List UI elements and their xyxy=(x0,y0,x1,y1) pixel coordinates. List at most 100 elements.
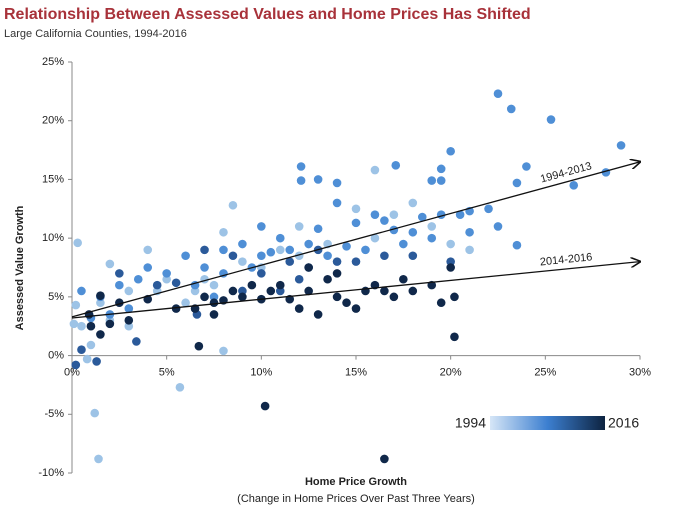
point xyxy=(228,251,238,261)
point xyxy=(342,298,351,308)
point xyxy=(569,181,579,190)
point xyxy=(351,204,361,214)
point xyxy=(304,239,313,249)
point xyxy=(493,222,503,231)
point xyxy=(194,341,204,351)
point xyxy=(228,286,238,296)
point xyxy=(323,274,332,284)
point xyxy=(313,175,323,184)
point xyxy=(512,240,522,250)
point xyxy=(181,251,190,261)
point xyxy=(124,286,134,296)
point xyxy=(132,337,141,346)
point xyxy=(94,454,103,464)
point xyxy=(391,161,401,170)
point xyxy=(71,300,81,310)
point xyxy=(143,245,153,255)
point xyxy=(275,280,285,290)
y-tick-label: 10% xyxy=(42,232,64,244)
point xyxy=(260,401,270,411)
point xyxy=(266,286,276,296)
point xyxy=(294,304,304,313)
point xyxy=(389,292,399,302)
point xyxy=(86,340,96,350)
point xyxy=(275,233,285,243)
point xyxy=(294,222,304,231)
point xyxy=(115,269,124,278)
point xyxy=(427,222,437,231)
point xyxy=(408,286,418,296)
point xyxy=(257,251,266,261)
y-tick-label: -5% xyxy=(44,408,64,420)
point xyxy=(219,245,228,255)
point xyxy=(332,198,342,208)
point xyxy=(143,263,153,272)
point xyxy=(380,251,389,261)
point xyxy=(332,292,342,302)
point xyxy=(616,141,626,150)
trend-label: 2014-2016 xyxy=(539,251,593,268)
point xyxy=(313,224,323,234)
chart-subtitle: Large California Counties, 1994-2016 xyxy=(4,28,187,40)
x-axis-title: Home Price Growth xyxy=(305,476,407,488)
point xyxy=(115,280,124,290)
trend-line xyxy=(71,262,640,319)
point xyxy=(436,176,446,185)
point xyxy=(332,257,342,266)
point xyxy=(86,321,96,331)
point xyxy=(133,274,143,284)
point xyxy=(417,212,427,222)
point xyxy=(427,233,437,243)
point xyxy=(455,210,465,219)
point xyxy=(427,176,437,185)
point xyxy=(380,216,389,225)
chart-title: Relationship Between Assessed Values and… xyxy=(4,6,531,23)
point xyxy=(408,227,418,237)
point xyxy=(171,304,181,313)
point xyxy=(342,242,351,251)
point xyxy=(332,178,342,188)
point xyxy=(238,292,247,302)
point xyxy=(450,332,459,342)
point xyxy=(77,321,86,331)
point xyxy=(332,269,342,278)
point xyxy=(162,269,171,278)
point xyxy=(219,346,228,356)
point xyxy=(546,115,556,124)
y-tick-label: 20% xyxy=(42,115,64,127)
point xyxy=(296,176,306,185)
point xyxy=(512,178,522,188)
point xyxy=(71,360,81,370)
y-axis-title: Assessed Value Growth xyxy=(14,205,26,330)
point xyxy=(484,204,493,214)
point xyxy=(522,162,531,171)
point xyxy=(351,218,361,228)
point xyxy=(370,165,380,175)
colorbar-label: 1994 xyxy=(455,415,486,431)
x-tick-label: 20% xyxy=(440,366,462,378)
point xyxy=(92,357,101,366)
point xyxy=(450,292,459,302)
point xyxy=(257,222,266,231)
point xyxy=(465,245,474,255)
point xyxy=(152,280,162,290)
point xyxy=(200,292,209,302)
point xyxy=(105,259,115,269)
x-tick-label: 25% xyxy=(534,366,556,378)
point xyxy=(446,146,455,156)
x-tick-label: 15% xyxy=(345,366,367,378)
point xyxy=(171,278,181,288)
point xyxy=(266,247,276,257)
point xyxy=(399,239,408,249)
y-tick-label: 15% xyxy=(42,173,64,185)
point xyxy=(96,330,105,339)
point xyxy=(209,310,219,319)
point xyxy=(465,227,474,237)
point xyxy=(323,251,332,261)
point xyxy=(446,263,455,272)
point xyxy=(73,238,82,248)
point xyxy=(296,162,306,171)
point xyxy=(351,304,361,313)
point xyxy=(446,239,455,249)
point xyxy=(436,298,446,308)
